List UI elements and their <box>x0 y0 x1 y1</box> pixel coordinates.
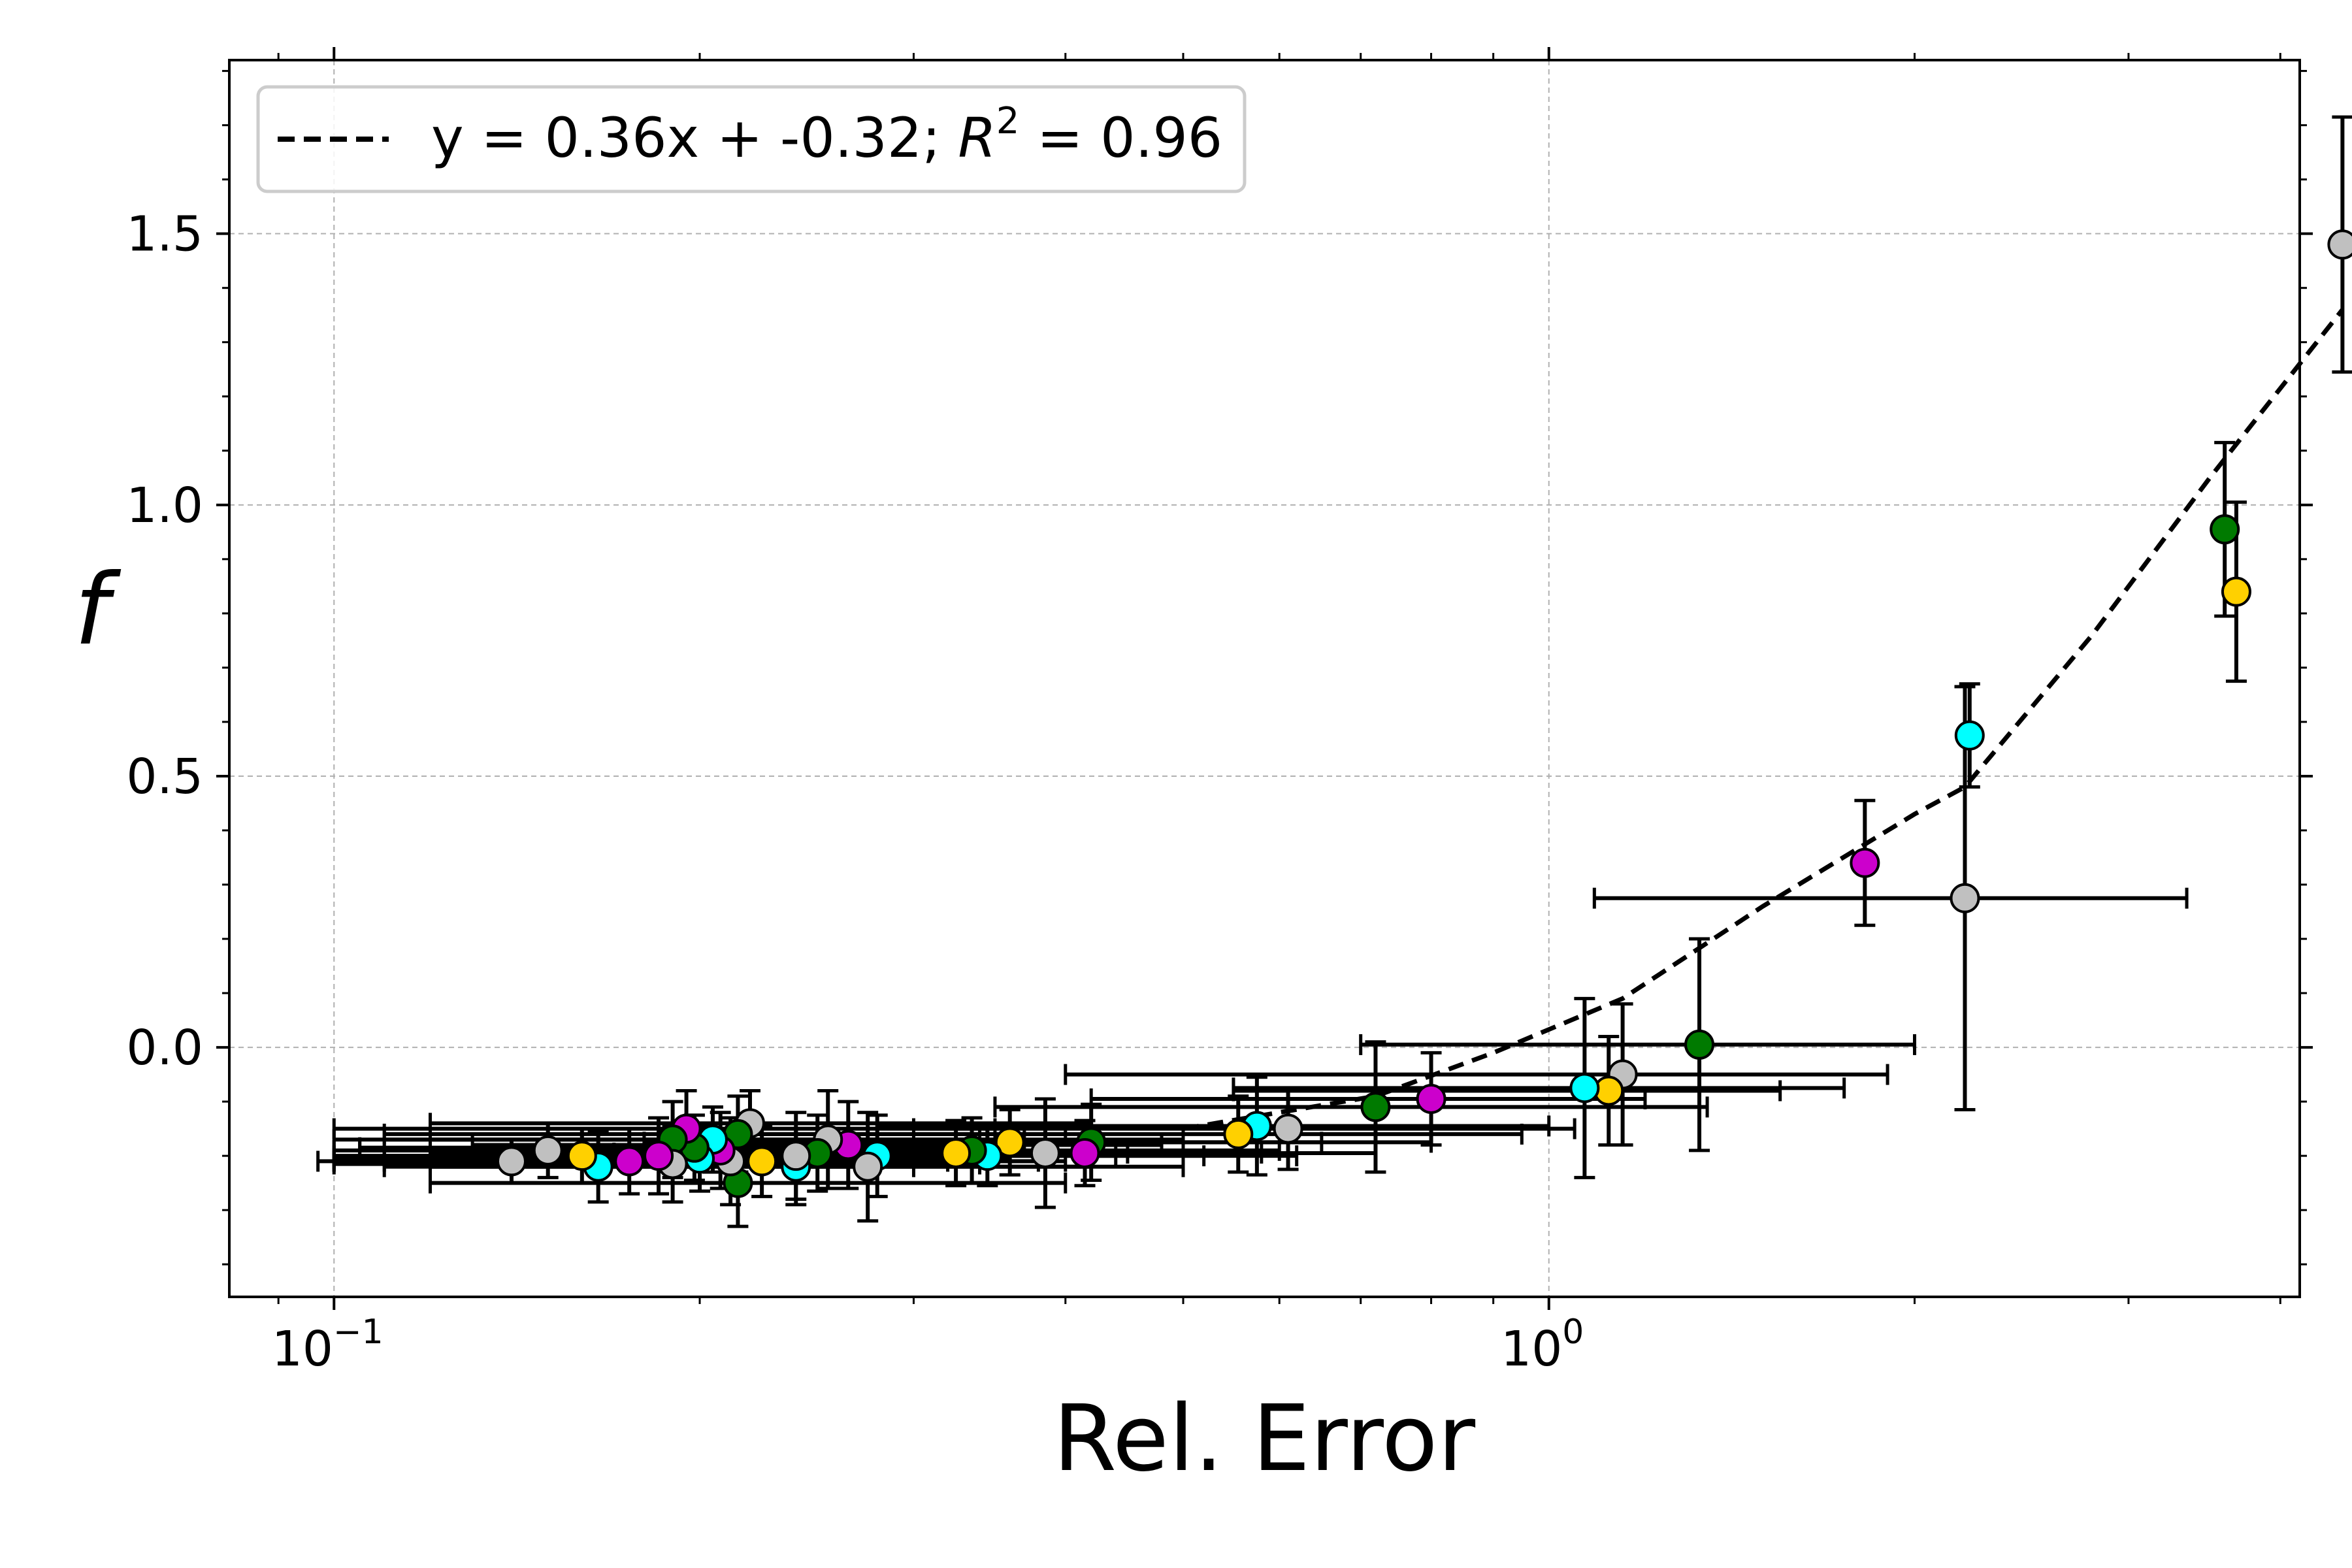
x-tick-label-exponent: −1 <box>333 1313 384 1352</box>
x-tick-label: 10−1 <box>272 1313 384 1377</box>
data-point-gold <box>994 1127 1025 1158</box>
legend-r-exponent: 2 <box>996 100 1020 142</box>
data-point-gray <box>853 1151 883 1182</box>
y-tick-labels: 0.0 0.5 1.0 1.5 <box>126 206 203 1076</box>
data-point-gold <box>747 1146 777 1177</box>
x-tick-labels: 10−1 100 <box>272 1313 1584 1377</box>
x-tick-label-exponent: 0 <box>1562 1313 1584 1352</box>
data-point-gray <box>532 1135 563 1166</box>
grid-lines <box>229 60 2300 1297</box>
data-point-gold <box>941 1137 972 1168</box>
data-point-gray <box>496 1146 527 1177</box>
legend-entry: y = 0.36x + -0.32; R2 = 0.96 <box>431 100 1222 170</box>
data-point-cyan <box>1954 720 1985 751</box>
legend-box <box>256 85 1247 193</box>
data-point-green <box>2210 514 2240 545</box>
y-tick-label: 0.5 <box>126 749 203 805</box>
data-point-gray <box>2327 229 2352 260</box>
data-points <box>496 229 2352 1198</box>
data-point-magenta <box>1070 1137 1100 1168</box>
y-tick-label: 1.5 <box>126 206 203 263</box>
data-point-cyan <box>1569 1073 1600 1103</box>
plot-frame <box>228 59 2301 1298</box>
data-point-gold <box>2221 576 2251 607</box>
y-tick-label: 0.0 <box>126 1020 203 1076</box>
axis-ticks <box>216 47 2313 1310</box>
data-point-gray <box>1030 1137 1060 1168</box>
legend-text-end: = 0.96 <box>1019 106 1222 170</box>
data-point-gray <box>1273 1113 1303 1144</box>
data-point-gold <box>566 1141 597 1171</box>
legend-r-symbol: R <box>958 106 996 170</box>
legend: y = 0.36x + -0.32; R2 = 0.96 <box>256 85 1247 193</box>
x-tick-label: 100 <box>1501 1313 1584 1377</box>
data-point-magenta <box>644 1141 674 1171</box>
data-point-gray <box>1950 883 1980 913</box>
x-tick-label-base: 10 <box>1501 1321 1562 1377</box>
data-point-magenta <box>614 1146 645 1177</box>
data-point-green <box>1684 1029 1715 1060</box>
data-point-magenta <box>1850 847 1880 878</box>
data-point-magenta <box>1416 1083 1446 1114</box>
y-tick-label: 1.0 <box>126 478 203 534</box>
data-point-gold <box>1223 1119 1254 1149</box>
x-axis-label: Rel. Error <box>1053 1386 1476 1492</box>
data-point-gray <box>781 1141 811 1171</box>
legend-text-main: y = 0.36x + -0.32; <box>431 106 958 170</box>
x-tick-label-base: 10 <box>272 1321 333 1377</box>
data-point-green <box>1360 1092 1391 1122</box>
